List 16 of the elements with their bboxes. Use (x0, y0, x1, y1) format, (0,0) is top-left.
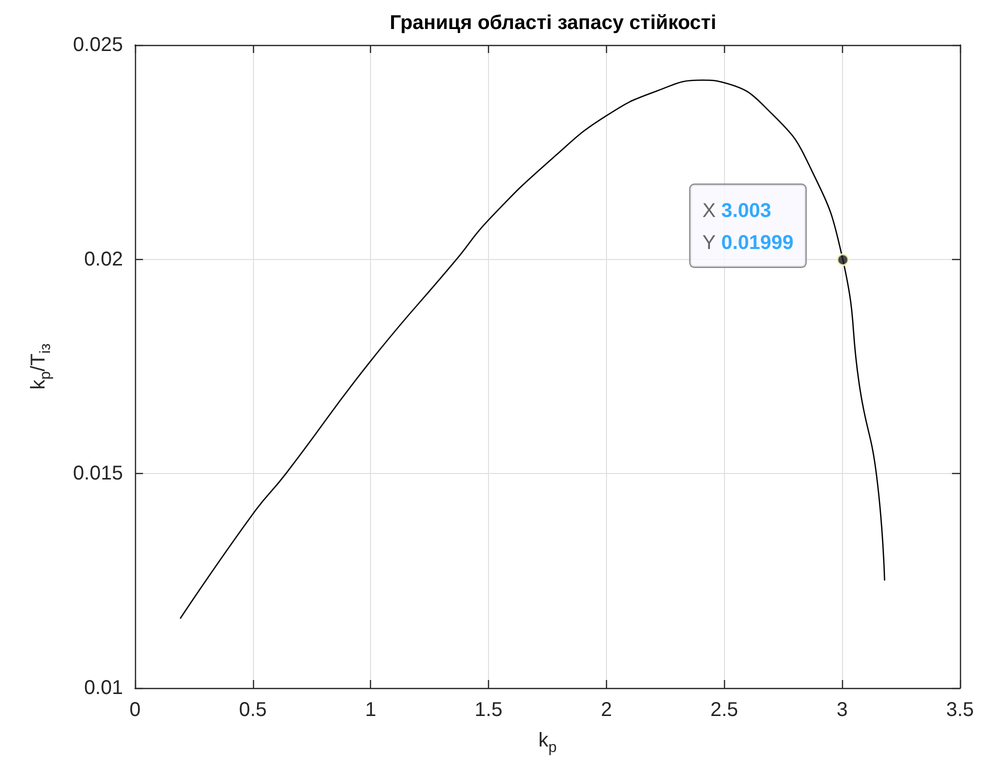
y-tick-label: 0.01 (84, 677, 123, 699)
line-series (180, 80, 886, 619)
x-tick-label: 1 (365, 699, 376, 721)
x-tick-label: 2.5 (710, 699, 738, 721)
y-tick-label: 0.025 (72, 34, 123, 56)
x-tick-label: 0.5 (238, 699, 267, 721)
y-tick-label: 0.015 (72, 462, 123, 485)
x-tick-label: 3 (836, 699, 848, 721)
x-tick-label: 1.5 (474, 699, 502, 721)
x-tick-label: 2 (600, 699, 612, 721)
annotation: X 3.003 Y 0.01999 (702, 200, 794, 254)
y-axis-title: kp/Tіз (28, 343, 54, 390)
chart-title: Границя області запасу стійкості (390, 12, 716, 34)
x-tick-label: 3.5 (946, 699, 974, 721)
x-tick-label: 0 (129, 699, 141, 721)
y-tick-label: 0.02 (84, 248, 123, 270)
